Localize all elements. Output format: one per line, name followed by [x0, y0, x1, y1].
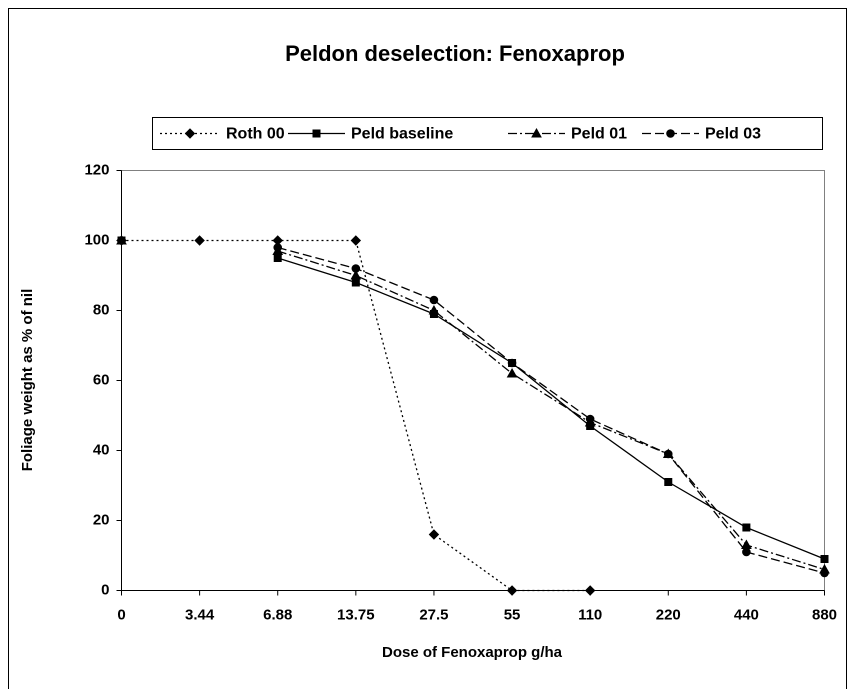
- y-tick-label: 80: [93, 301, 110, 318]
- x-axis-label: Dose of Fenoxaprop g/ha: [382, 644, 563, 661]
- series-line: [277, 250, 825, 571]
- series-line: [277, 257, 825, 560]
- marker-circle: [429, 295, 439, 305]
- marker-diamond: [184, 128, 196, 139]
- marker-square: [820, 555, 829, 563]
- marker-circle: [663, 449, 673, 459]
- marker-circle: [585, 414, 595, 424]
- y-tick-label: 60: [93, 371, 110, 388]
- marker-square: [742, 523, 751, 532]
- legend-box: [152, 117, 823, 150]
- marker-diamond: [584, 585, 596, 596]
- legend-item: Peld 03: [642, 126, 761, 143]
- y-tick-label: 120: [84, 161, 109, 178]
- marker-circle: [742, 547, 751, 557]
- marker-triangle: [428, 304, 440, 315]
- y-tick-label: 0: [101, 581, 109, 598]
- legend-label: Roth 00: [226, 126, 285, 143]
- marker-circle: [820, 568, 829, 578]
- marker-triangle: [350, 269, 362, 280]
- x-tick-label: 6.88: [263, 606, 292, 623]
- x-tick-label: 110: [578, 606, 602, 623]
- legend-item: Peld baseline: [288, 126, 453, 143]
- y-tick-label: 40: [93, 441, 110, 458]
- marker-diamond: [428, 529, 440, 540]
- marker-diamond: [350, 235, 362, 246]
- marker-diamond: [506, 585, 518, 596]
- marker-circle: [117, 236, 126, 245]
- y-tick-label: 100: [84, 231, 109, 248]
- x-tick-label: 220: [656, 606, 681, 623]
- x-tick-label: 440: [734, 606, 759, 623]
- y-axis-label: Foliage weight as % of nil: [19, 289, 36, 472]
- marker-circle: [351, 264, 361, 273]
- x-tick-label: 3.44: [185, 606, 215, 623]
- legend-label: Peld 01: [571, 126, 627, 143]
- marker-triangle: [531, 127, 542, 138]
- legend-label: Peld 03: [705, 126, 761, 143]
- x-tick-label: 0: [117, 606, 125, 623]
- marker-circle: [507, 358, 517, 368]
- chart-title: Peldon deselection: Fenoxaprop: [285, 41, 625, 66]
- marker-square: [312, 129, 321, 138]
- marker-square: [664, 478, 673, 486]
- legend-item: Roth 00: [160, 126, 285, 143]
- x-tick-label: 27.5: [419, 606, 448, 623]
- series-line: [277, 246, 825, 574]
- marker-square: [351, 278, 360, 287]
- y-tick-label: 20: [93, 511, 110, 528]
- x-tick-label: 55: [504, 606, 521, 623]
- x-tick-label: 13.75: [337, 606, 375, 623]
- legend-label: Peld baseline: [351, 126, 453, 143]
- marker-triangle: [506, 367, 518, 378]
- marker-circle: [273, 243, 283, 252]
- x-tick-label: 880: [812, 606, 837, 623]
- legend-item: Peld 01: [508, 126, 627, 143]
- plot-area: [121, 170, 825, 591]
- marker-square: [273, 254, 282, 262]
- marker-diamond: [194, 235, 205, 246]
- marker-circle: [666, 129, 675, 138]
